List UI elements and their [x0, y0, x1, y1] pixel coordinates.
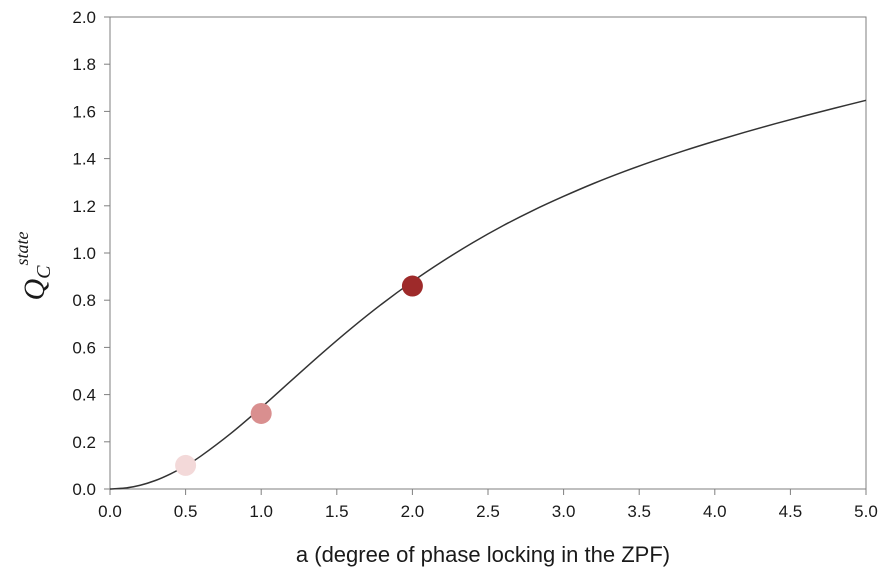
- y-tick-label: 0.6: [72, 338, 96, 357]
- x-axis: 0.0 0.5 1.0 1.5 2.0 2.5 3.0 3.5 4.0 4.5 5.0: [98, 489, 878, 521]
- x-tick-label: 1.5: [325, 502, 349, 521]
- x-tick-label: 2.5: [476, 502, 500, 521]
- x-tick-label: 0.0: [98, 502, 122, 521]
- y-tick-label: 1.0: [72, 244, 96, 263]
- y-axis-title-sub: C: [33, 265, 55, 279]
- y-tick-label: 1.6: [72, 102, 96, 121]
- x-tick-label: 4.0: [703, 502, 727, 521]
- y-tick-label: 1.4: [72, 150, 96, 169]
- x-tick-label: 0.5: [174, 502, 198, 521]
- svg-text:QCstate: QCstate: [12, 231, 55, 300]
- y-axis-title-sup: state: [12, 231, 32, 265]
- x-tick-label: 5.0: [854, 502, 878, 521]
- plot-frame: [109, 16, 867, 490]
- y-axis-title-main: Q: [18, 279, 51, 301]
- y-tick-label: 0.8: [72, 291, 96, 310]
- series-layer: [109, 99, 867, 490]
- x-tick-label: 3.5: [627, 502, 651, 521]
- marker-layer: [175, 275, 423, 476]
- x-tick-label: 3.0: [552, 502, 576, 521]
- series-curve-0: [109, 99, 867, 490]
- y-axis-title: QCstate: [12, 231, 55, 300]
- data-point-1: [250, 402, 272, 424]
- x-tick-label: 2.0: [401, 502, 425, 521]
- x-tick-label: 4.5: [779, 502, 803, 521]
- x-tick-label: 1.0: [249, 502, 273, 521]
- data-point-0: [175, 454, 197, 476]
- y-tick-label: 0.4: [72, 386, 96, 405]
- y-tick-label: 1.8: [72, 55, 96, 74]
- x-axis-title: a (degree of phase locking in the ZPF): [296, 542, 670, 567]
- y-tick-label: 0.2: [72, 433, 96, 452]
- y-axis: 0.0 0.2 0.4 0.6 0.8 1.0 1.2 1.4 1.6 1.8 2.0: [72, 8, 110, 499]
- data-point-2: [401, 275, 423, 297]
- y-tick-label: 1.2: [72, 197, 96, 216]
- y-tick-label: 0.0: [72, 480, 96, 499]
- y-tick-label: 2.0: [72, 8, 96, 27]
- plot-area-border: [109, 16, 867, 490]
